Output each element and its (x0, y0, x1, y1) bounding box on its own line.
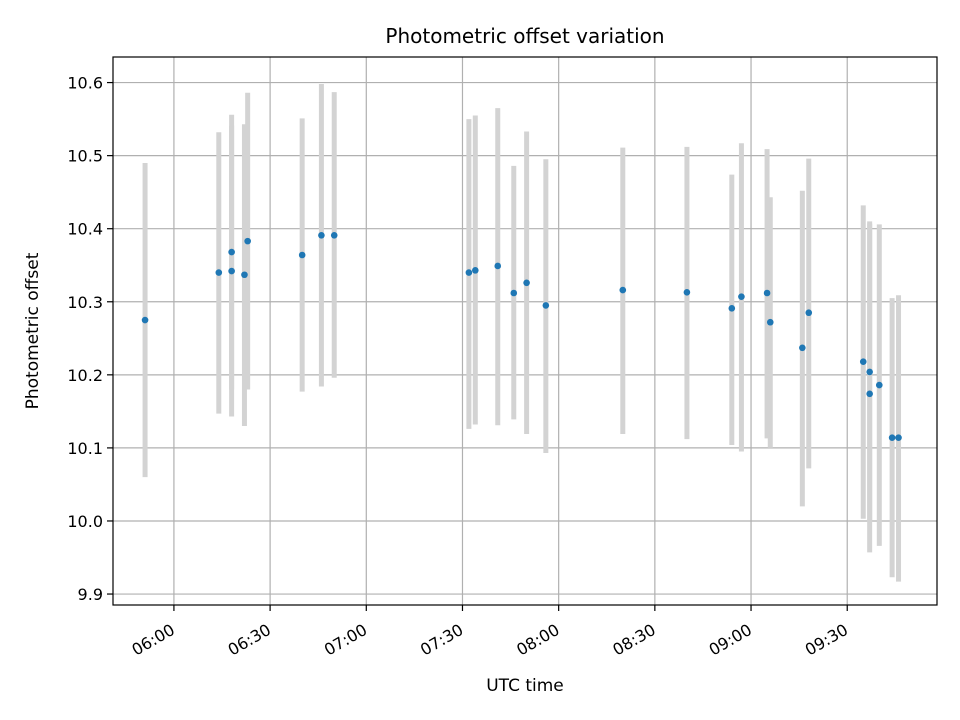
data-point (738, 293, 745, 300)
data-point (298, 251, 306, 259)
y-tick-label: 10.0 (67, 512, 103, 531)
y-axis-label: Photometric offset (23, 252, 43, 409)
data-point (215, 269, 223, 276)
data-point (866, 390, 873, 398)
data-point (244, 237, 251, 245)
data-point (510, 289, 518, 297)
data-point (683, 288, 691, 296)
data-point (330, 231, 338, 239)
y-tick-label: 10.2 (67, 366, 103, 385)
data-point (141, 316, 149, 324)
data-point (805, 309, 813, 317)
data-point (241, 271, 248, 279)
y-tick-label: 9.9 (78, 585, 103, 604)
data-point (228, 267, 235, 275)
data-point (523, 279, 530, 287)
data-point (619, 286, 627, 294)
x-axis-label: UTC time (486, 676, 564, 696)
data-point (888, 434, 896, 441)
y-tick-label: 10.6 (67, 74, 103, 93)
data-points (141, 231, 902, 441)
y-axis-ticks: 9.9 10.0 10.1 10.2 10.3 10.4 10.5 10.6 (67, 74, 113, 604)
chart-title: Photometric offset variation (385, 24, 664, 48)
y-tick-label: 10.4 (67, 220, 103, 239)
data-point (763, 289, 771, 297)
data-point (228, 248, 235, 256)
y-tick-label: 10.5 (67, 147, 103, 166)
y-tick-label: 10.1 (67, 439, 103, 458)
data-point (728, 305, 736, 312)
data-point (866, 368, 873, 376)
data-point (799, 344, 806, 352)
data-point (895, 434, 902, 441)
data-point (766, 318, 774, 326)
data-point (875, 381, 883, 389)
data-point (542, 302, 550, 309)
data-point (859, 358, 867, 365)
data-point (472, 267, 479, 274)
data-point (465, 269, 473, 276)
plot-frame (112, 56, 938, 606)
y-tick-label: 10.3 (67, 293, 103, 312)
data-point (318, 231, 325, 239)
data-point (494, 262, 502, 270)
